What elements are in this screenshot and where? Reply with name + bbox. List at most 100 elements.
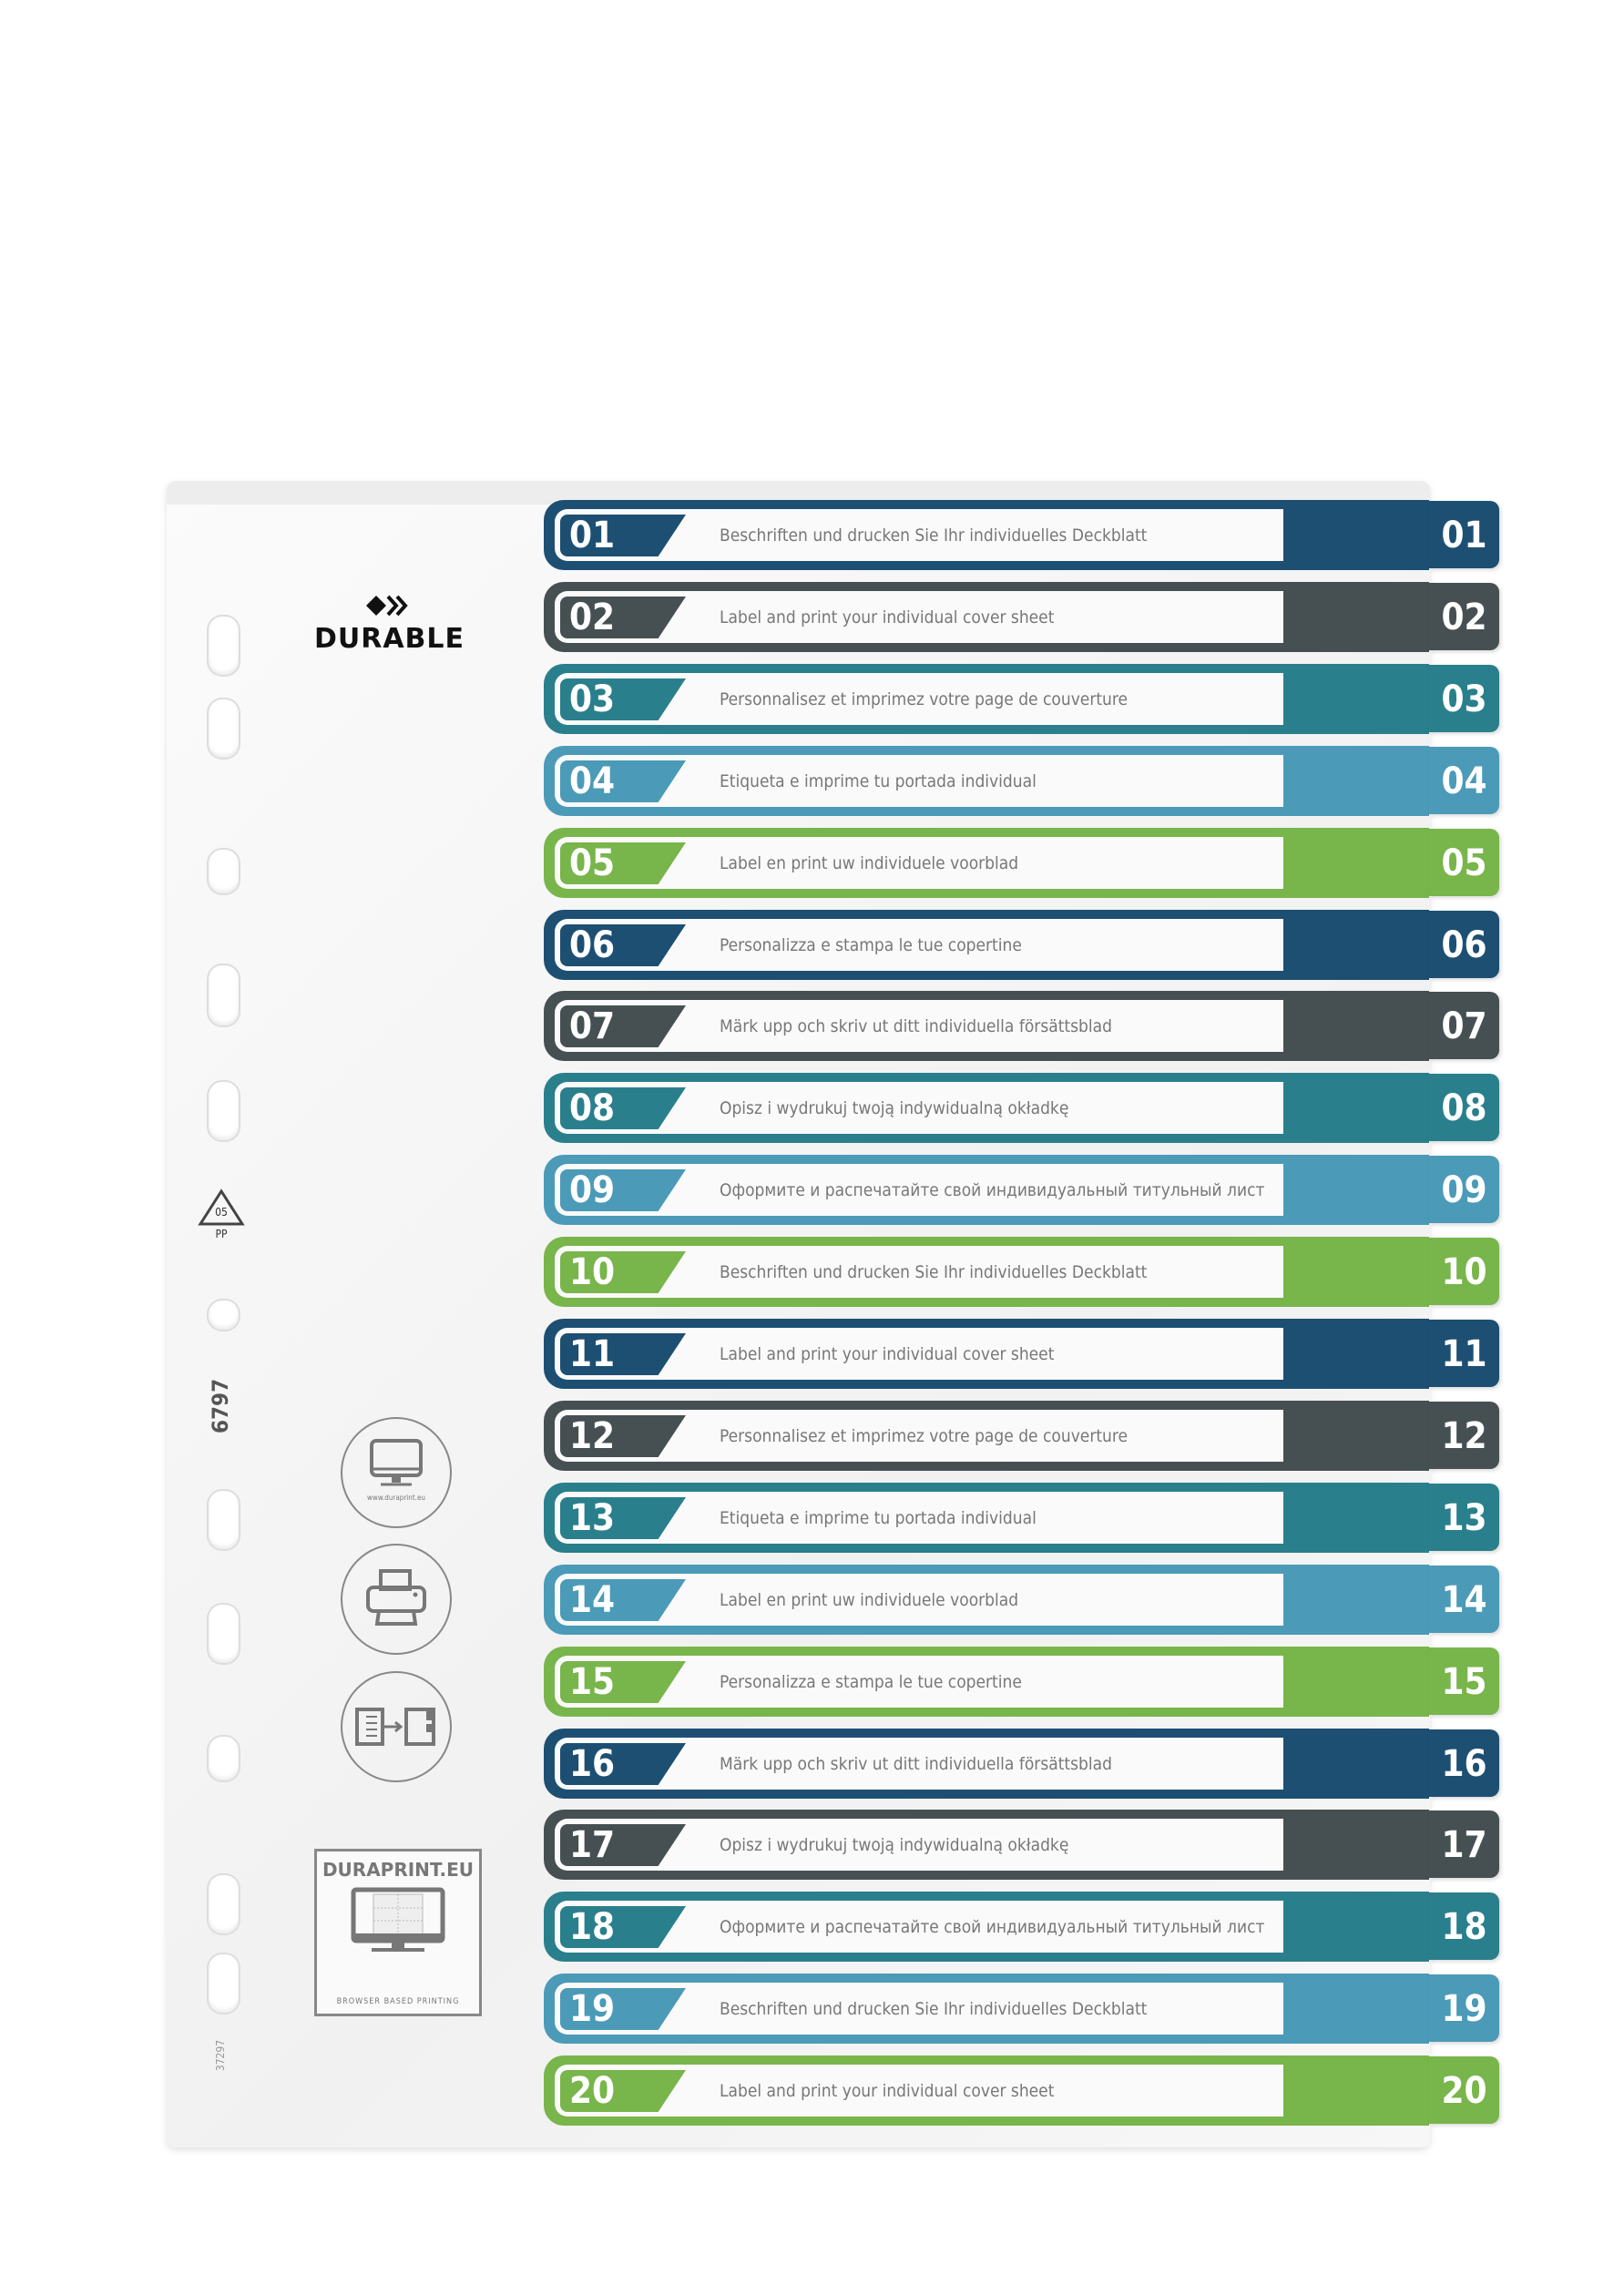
tab-number: 13	[1441, 1497, 1487, 1539]
row-label: Label and print your individual cover sh…	[720, 607, 1055, 627]
index-tab[interactable]: 08	[1429, 1074, 1499, 1141]
row-label: Beschriften und drucken Sie Ihr individu…	[720, 525, 1148, 546]
logo-text: DURABLE	[313, 623, 465, 655]
row-number: 16	[569, 1743, 616, 1785]
tab-number: 09	[1441, 1169, 1487, 1211]
row-number: 09	[569, 1169, 616, 1211]
tab-number: 10	[1441, 1251, 1487, 1293]
punch-hole	[207, 1873, 240, 1935]
index-tab[interactable]: 05	[1429, 829, 1499, 896]
divider-row[interactable]: 04 Etiqueta e imprime tu portada individu…	[544, 746, 1429, 816]
index-tab[interactable]: 12	[1429, 1402, 1499, 1469]
divider-row[interactable]: 05 Label en print uw individuele voorblad	[544, 828, 1429, 898]
index-tab[interactable]: 10	[1429, 1238, 1499, 1305]
row-number: 15	[569, 1661, 616, 1703]
tab-number: 20	[1441, 2070, 1487, 2112]
tab-number: 17	[1441, 1824, 1487, 1866]
index-tab[interactable]: 19	[1429, 1974, 1499, 2042]
row-number: 12	[569, 1415, 616, 1457]
row-number: 11	[569, 1333, 616, 1375]
punch-hole	[207, 1603, 240, 1665]
tab-number: 08	[1441, 1087, 1487, 1129]
recycle-material: PP	[215, 1228, 228, 1240]
tab-number: 12	[1441, 1415, 1487, 1457]
row-label: Beschriften und drucken Sie Ihr individu…	[720, 1999, 1148, 2019]
divider-row[interactable]: 01 Beschriften und drucken Sie Ihr indivi…	[544, 500, 1429, 570]
row-number: 04	[569, 760, 616, 802]
index-tab[interactable]: 14	[1429, 1566, 1499, 1633]
divider-icon-circle	[341, 1671, 452, 1782]
divider-row[interactable]: 16 Märk upp och skriv ut ditt individuell…	[544, 1729, 1429, 1799]
row-label: Etiqueta e imprime tu portada individual	[720, 1508, 1037, 1528]
index-tab[interactable]: 07	[1429, 992, 1499, 1059]
divider-row[interactable]: 10 Beschriften und drucken Sie Ihr indivi…	[544, 1237, 1429, 1307]
tab-number: 07	[1441, 1005, 1487, 1047]
printer-icon-circle	[341, 1544, 452, 1655]
row-label: Etiqueta e imprime tu portada individual	[720, 771, 1037, 791]
divider-row[interactable]: 12 Personnalisez et imprimez votre page d…	[544, 1401, 1429, 1471]
product-number: 6797	[208, 1378, 233, 1433]
row-number: 14	[569, 1579, 616, 1621]
index-tab[interactable]: 06	[1429, 911, 1499, 978]
divider-row[interactable]: 07 Märk upp och skriv ut ditt individuell…	[544, 991, 1429, 1061]
divider-row[interactable]: 14 Label en print uw individuele voorblad	[544, 1565, 1429, 1635]
row-number: 03	[569, 678, 616, 720]
divider-row[interactable]: 06 Personalizza e stampa le tue copertine	[544, 910, 1429, 980]
index-tab[interactable]: 02	[1429, 583, 1499, 650]
divider-row[interactable]: 02 Label and print your individual cover …	[544, 582, 1429, 652]
index-tab[interactable]: 04	[1429, 747, 1499, 814]
punch-hole	[207, 615, 240, 677]
row-number: 17	[569, 1824, 616, 1866]
index-tab[interactable]: 09	[1429, 1156, 1499, 1223]
row-number: 05	[569, 842, 616, 884]
divider-row[interactable]: 15 Personalizza e stampa le tue copertine	[544, 1647, 1429, 1717]
index-tab[interactable]: 17	[1429, 1810, 1499, 1878]
index-tab[interactable]: 16	[1429, 1729, 1499, 1797]
punch-hole	[207, 1953, 240, 2014]
divider-row[interactable]: 03 Personnalisez et imprimez votre page d…	[544, 664, 1429, 734]
index-tab[interactable]: 13	[1429, 1484, 1499, 1551]
row-label: Personalizza e stampa le tue copertine	[720, 1672, 1022, 1692]
tab-number: 03	[1441, 678, 1487, 720]
durable-logo: DURABLE	[305, 592, 474, 655]
divider-row[interactable]: 11 Label and print your individual cover …	[544, 1319, 1429, 1389]
index-tab[interactable]: 15	[1429, 1647, 1499, 1715]
index-tab[interactable]: 11	[1429, 1320, 1499, 1387]
divider-row[interactable]: 18 Оформите и распечатайте свой индивидуа…	[544, 1892, 1429, 1962]
divider-row[interactable]: 20 Label and print your individual cover …	[544, 2055, 1429, 2126]
punch-hole	[207, 1735, 240, 1782]
row-label: Märk upp och skriv ut ditt individuella …	[720, 1754, 1112, 1774]
divider-row[interactable]: 17 Opisz i wydrukuj twoją indywidualną ok…	[544, 1810, 1429, 1880]
tab-number: 04	[1441, 760, 1487, 802]
tab-number: 16	[1441, 1743, 1487, 1785]
divider-row[interactable]: 08 Opisz i wydrukuj twoją indywidualną ok…	[544, 1073, 1429, 1143]
recycle-icon	[198, 1188, 245, 1226]
row-number: 13	[569, 1497, 616, 1539]
row-label: Opisz i wydrukuj twoją indywidualną okła…	[720, 1098, 1069, 1118]
tab-number: 15	[1441, 1661, 1487, 1703]
index-tab[interactable]: 03	[1429, 665, 1499, 732]
computer-caption: www.duraprint.eu	[367, 1494, 425, 1502]
durable-diamond-icon	[365, 595, 408, 617]
recycle-symbol: 05 PP	[197, 1188, 246, 1244]
row-label: Label en print uw individuele voorblad	[720, 1590, 1019, 1610]
divider-row[interactable]: 13 Etiqueta e imprime tu portada individu…	[544, 1483, 1429, 1553]
row-label: Personnalisez et imprimez votre page de …	[720, 689, 1129, 709]
tab-number: 18	[1441, 1906, 1487, 1948]
duraprint-subtitle: BROWSER BASED PRINTING	[336, 1997, 460, 2006]
punch-hole	[207, 848, 240, 895]
row-label: Märk upp och skriv ut ditt individuella …	[720, 1016, 1112, 1036]
row-label: Personnalisez et imprimez votre page de …	[720, 1426, 1129, 1446]
computer-icon	[370, 1439, 423, 1486]
row-label: Оформите и распечатайте свой индивидуаль…	[720, 1180, 1265, 1200]
divider-row[interactable]: 19 Beschriften und drucken Sie Ihr indivi…	[544, 1974, 1429, 2044]
divider-row[interactable]: 09 Оформите и распечатайте свой индивидуа…	[544, 1155, 1429, 1225]
row-number: 10	[569, 1251, 616, 1293]
index-tab[interactable]: 18	[1429, 1892, 1499, 1960]
row-number: 19	[569, 1988, 616, 2030]
row-label: Personalizza e stampa le tue copertine	[720, 935, 1022, 955]
index-tab[interactable]: 01	[1429, 501, 1499, 568]
index-tab[interactable]: 20	[1429, 2056, 1499, 2124]
punch-hole	[207, 964, 240, 1027]
row-number: 02	[569, 597, 616, 638]
